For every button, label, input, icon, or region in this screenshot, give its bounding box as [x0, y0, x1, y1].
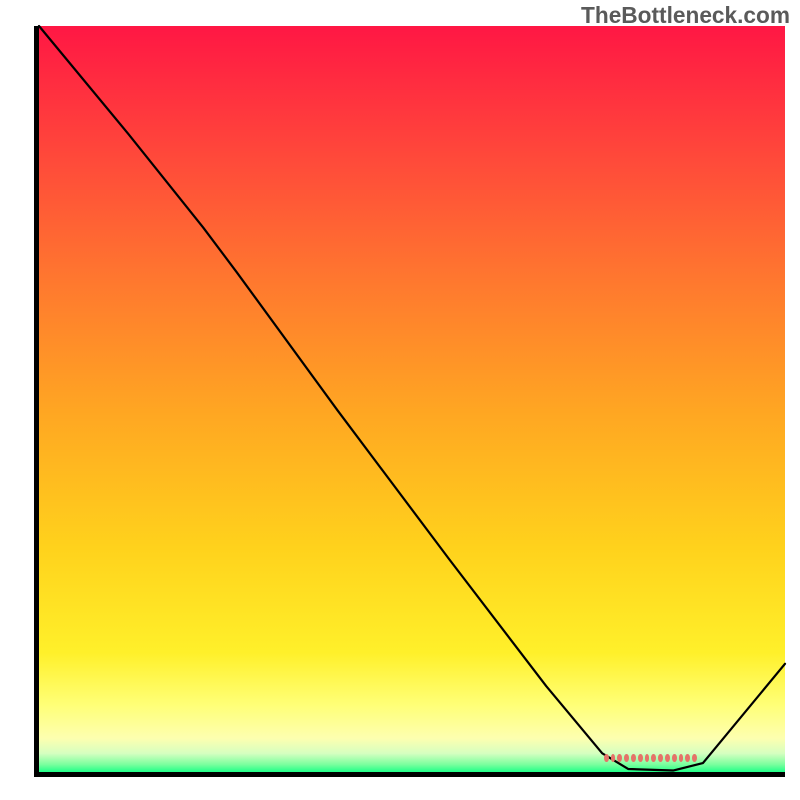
- marker-dot: [685, 754, 690, 762]
- marker-dot: [631, 754, 636, 762]
- marker-track: [604, 754, 697, 762]
- plot-area: [39, 26, 785, 772]
- marker-dot: [651, 754, 656, 762]
- marker-dot: [611, 754, 616, 762]
- chart-root: TheBottleneck.com: [0, 0, 800, 800]
- marker-dot: [672, 754, 677, 762]
- marker-dot: [638, 754, 643, 762]
- curve-layer: [39, 26, 785, 772]
- bottleneck-curve: [39, 26, 785, 771]
- marker-dot: [658, 754, 663, 762]
- marker-dot: [692, 754, 697, 762]
- marker-dot: [679, 754, 684, 762]
- marker-dot: [624, 754, 629, 762]
- marker-dot: [604, 754, 609, 762]
- marker-dot: [617, 754, 622, 762]
- marker-dot: [645, 754, 650, 762]
- attribution-text: TheBottleneck.com: [581, 2, 790, 29]
- marker-dot: [665, 754, 670, 762]
